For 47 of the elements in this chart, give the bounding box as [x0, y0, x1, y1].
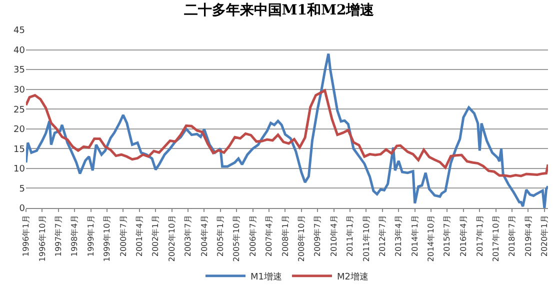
- y-tick-label: 45: [14, 26, 25, 36]
- legend-label: M2增速: [337, 271, 368, 282]
- x-tick-label: 2020年1月: [540, 215, 550, 257]
- x-tick-label: 2009年7月: [313, 215, 322, 257]
- x-tick-label: 2019年4月: [524, 215, 533, 257]
- x-tick-label: 2018年7月: [508, 215, 517, 257]
- x-tick-label: 1997年7月: [54, 215, 63, 257]
- y-tick-label: 0: [19, 204, 26, 214]
- x-tick-label: 2005年10月: [232, 215, 242, 262]
- x-tick-label: 2014年1月: [410, 215, 420, 257]
- y-tick-label: 20: [14, 125, 26, 136]
- x-tick-label: 2014年10月: [426, 215, 436, 262]
- x-tick-label: 2010年4月: [329, 215, 338, 257]
- x-tick-label: 1996年1月: [22, 215, 31, 257]
- y-tick-label: 10: [14, 164, 26, 175]
- y-tick-label: 30: [14, 85, 26, 96]
- x-tick-label: 2008年10月: [297, 215, 306, 262]
- x-tick-label: 1998年4月: [70, 215, 80, 257]
- x-tick-label: 2001年4月: [134, 215, 144, 257]
- x-tick-label: 2004年4月: [200, 215, 209, 257]
- x-tick-label: 2003年7月: [184, 215, 193, 257]
- x-tick-label: 1996年10月: [38, 215, 47, 262]
- line-series: [26, 89, 548, 178]
- x-tick-label: 2017年10月: [491, 215, 500, 262]
- x-tick-label: 2012年7月: [378, 215, 387, 257]
- x-tick-label: 2015年7月: [442, 215, 452, 257]
- y-tick-label: 35: [14, 66, 25, 76]
- x-tick-label: 2002年10月: [167, 215, 176, 262]
- legend-label: M1增速: [250, 271, 282, 282]
- x-tick-label: 1999年1月: [86, 215, 96, 257]
- y-tick-label: 15: [14, 144, 25, 155]
- chart-title: 二十多年来中国M1和M2增速: [184, 2, 376, 18]
- x-tick-label: 2002年1月: [151, 215, 160, 257]
- y-tick-label: 40: [14, 46, 26, 56]
- x-tick-label: 2008年1月: [280, 215, 290, 257]
- x-tick-label: 2017年1月: [475, 215, 484, 257]
- x-tick-label: 2006年7月: [248, 215, 258, 257]
- y-tick-label: 5: [19, 184, 25, 194]
- x-tick-label: 2011年1月: [346, 215, 355, 257]
- y-tick-label: 25: [14, 105, 25, 116]
- x-tick-label: 2007年4月: [264, 215, 274, 257]
- x-tick-label: 2016年4月: [459, 215, 468, 257]
- x-tick-label: 2011年10月: [362, 215, 371, 262]
- x-tick-label: 2000年7月: [118, 215, 128, 257]
- x-tick-label: 2005年1月: [216, 215, 226, 257]
- x-tick-label: 2013年4月: [394, 215, 404, 257]
- x-tick-label: 1999年10月: [102, 215, 112, 262]
